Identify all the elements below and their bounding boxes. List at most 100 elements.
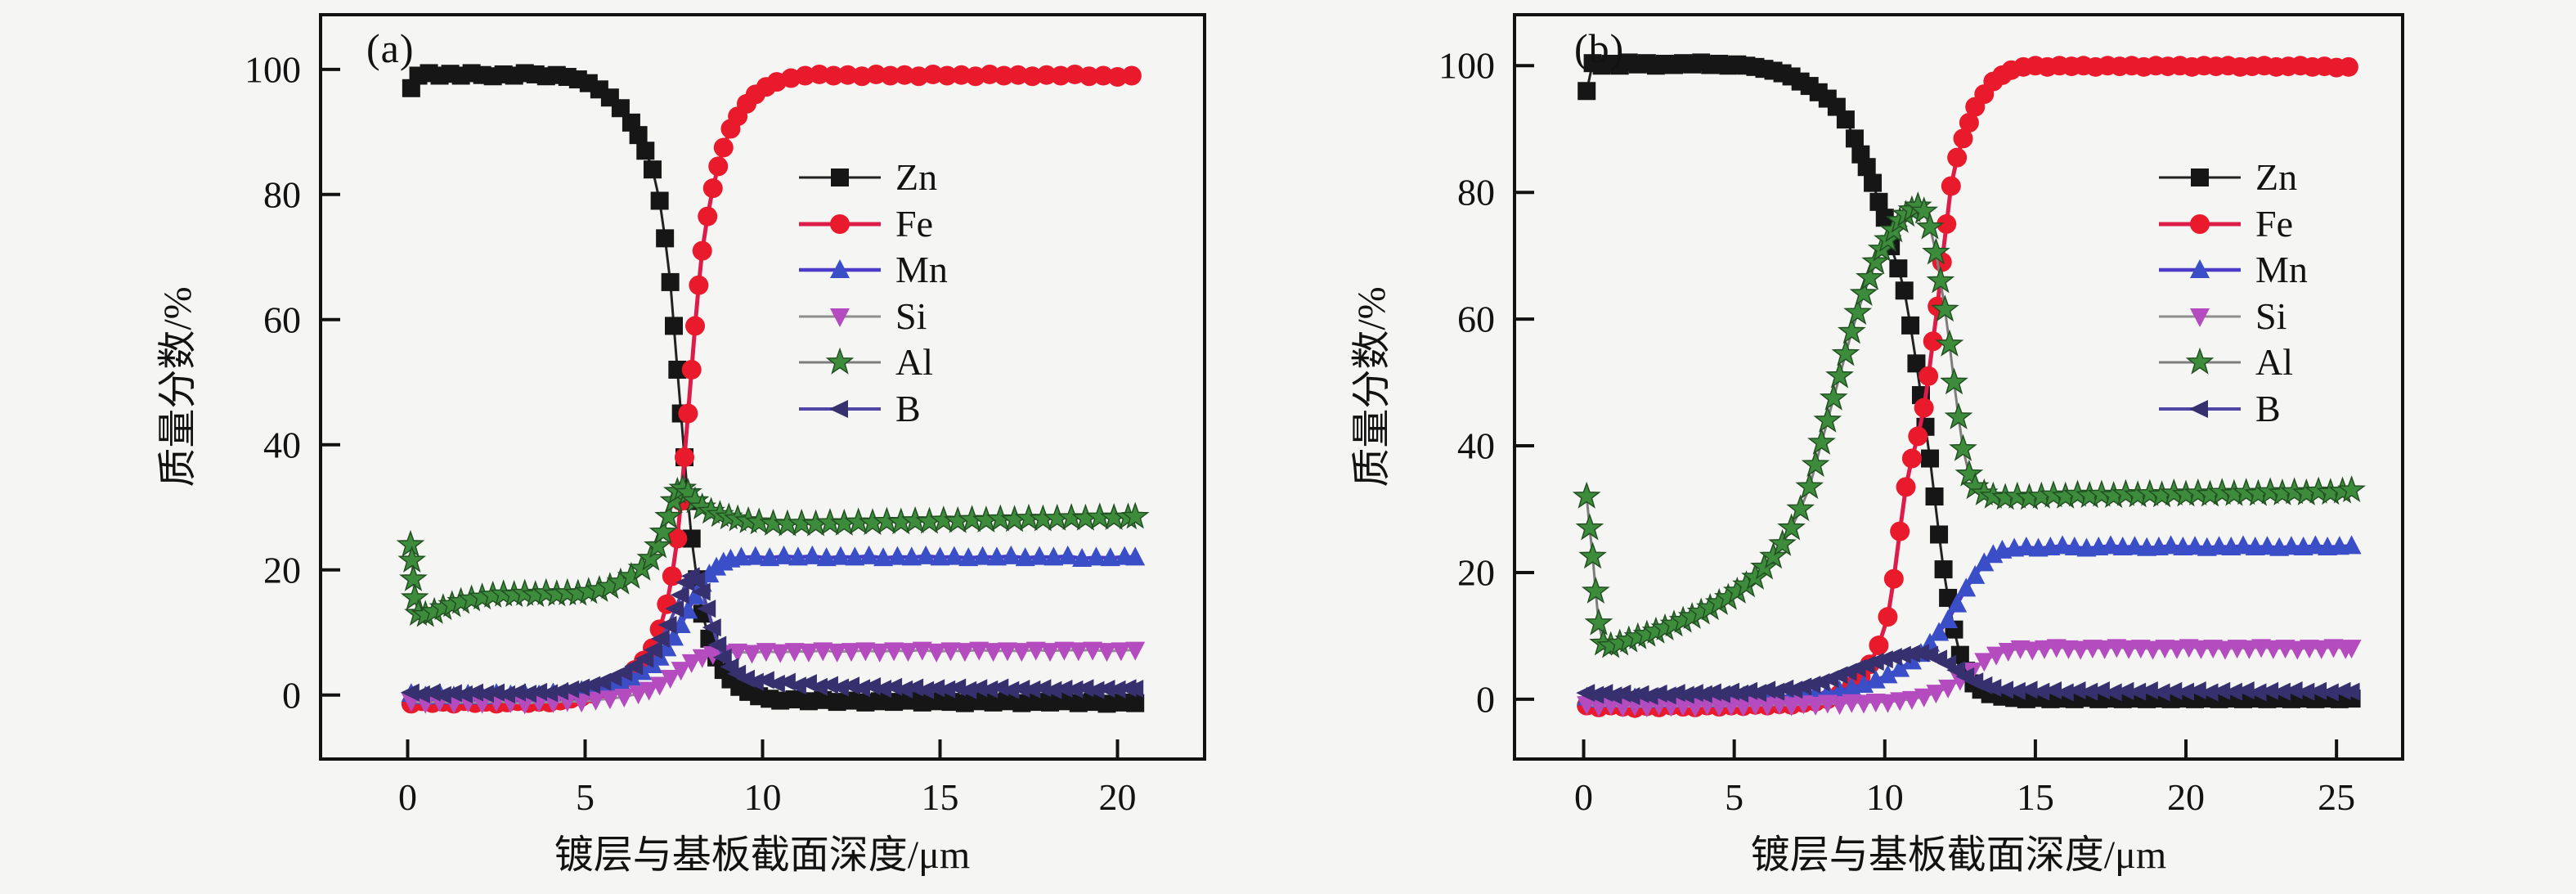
b-marker (851, 679, 871, 698)
mn-marker (1043, 546, 1064, 566)
si-marker (813, 642, 833, 662)
fe-marker (698, 206, 718, 227)
b-marker (507, 683, 527, 702)
b-marker (1043, 681, 1062, 699)
zn-marker (1012, 694, 1031, 712)
si-marker (898, 643, 918, 663)
mn-marker (2257, 536, 2278, 555)
si-marker (798, 643, 819, 663)
mn-marker (816, 547, 837, 567)
si-marker (997, 642, 1017, 662)
si-marker (2143, 640, 2163, 660)
al-marker (1795, 472, 1824, 500)
b-marker (2187, 681, 2206, 700)
si-marker (660, 670, 680, 690)
b-marker (2319, 683, 2339, 702)
b-marker (936, 680, 956, 699)
legend-label: Fe (895, 202, 933, 245)
mn-marker (2209, 536, 2229, 555)
zn-marker (1895, 281, 1914, 300)
legend-label: Al (2255, 341, 2293, 384)
b-marker (2103, 683, 2122, 702)
y-tick-label: 100 (1438, 44, 1495, 87)
si-marker (1890, 692, 1910, 712)
b-marker (2283, 681, 2303, 700)
b-marker (2031, 682, 2050, 701)
b-marker (2067, 681, 2086, 700)
fe-marker (1107, 67, 1128, 88)
mn-marker (1100, 547, 1120, 567)
fe-marker (1908, 426, 1928, 447)
al-marker (1843, 298, 1873, 326)
al-marker (1935, 329, 1964, 357)
zn-marker (656, 229, 675, 248)
mn-marker (1015, 547, 1035, 567)
zn-marker (1857, 158, 1876, 177)
fe-marker (1008, 65, 1028, 85)
b-marker (2054, 683, 2074, 702)
x-axis-label-b: 镀层与基板截面深度/μm (1750, 833, 2167, 877)
zn-marker (870, 692, 889, 711)
b-marker (1720, 682, 1739, 701)
b-marker (2175, 682, 2195, 701)
b-marker (411, 685, 430, 703)
si-marker (2119, 640, 2139, 659)
zn-marker (1845, 129, 1864, 148)
si-marker (681, 654, 702, 673)
mn-marker (731, 546, 752, 566)
fe-marker (1941, 176, 1961, 196)
b-marker (2340, 682, 2360, 701)
b-marker (496, 685, 516, 703)
si-marker (1083, 641, 1103, 661)
si-marker (472, 694, 492, 714)
zn-marker (1889, 259, 1908, 278)
b-marker (968, 679, 988, 698)
si-marker (1926, 685, 1946, 704)
si-marker (1012, 643, 1032, 663)
mn-marker (1057, 545, 1078, 564)
si-marker (1636, 699, 1657, 718)
b-marker (432, 685, 451, 704)
zn-marker (650, 191, 669, 210)
al-marker (1849, 278, 1878, 306)
al-marker (1575, 513, 1604, 541)
b-marker (1757, 681, 1776, 699)
b-marker (1064, 680, 1084, 699)
fe-marker (980, 64, 1000, 84)
mn-marker (802, 545, 823, 564)
si-marker (2191, 640, 2211, 659)
y-tick-label: 100 (245, 48, 301, 91)
zn-marker (955, 694, 974, 712)
b-marker (1684, 684, 1703, 703)
si-marker (1757, 697, 1778, 717)
b-marker (528, 682, 548, 701)
al-marker (1819, 383, 1848, 411)
al-marker (2337, 475, 2366, 503)
b-marker (697, 600, 716, 618)
mn-marker (930, 546, 950, 566)
si-marker (954, 643, 975, 663)
b-marker (819, 676, 838, 694)
si-marker (969, 641, 990, 661)
si-legend-marker-icon (2159, 308, 2241, 327)
b-marker (1630, 685, 1649, 703)
b-marker (2138, 681, 2158, 700)
al-marker (1931, 294, 1959, 322)
si-marker (2341, 640, 2362, 659)
fe-marker (685, 316, 706, 336)
si-marker (1733, 698, 1753, 717)
legend-item-fe: Fe (2157, 201, 2293, 247)
b-marker (894, 680, 913, 699)
fe-marker (1036, 65, 1057, 85)
mn-marker (986, 546, 1007, 566)
zn-marker (771, 691, 790, 710)
si-marker (614, 688, 635, 708)
b-marker (1106, 680, 1126, 699)
fe-marker (702, 178, 723, 199)
fe-marker (951, 65, 972, 85)
fe-marker (1901, 448, 1922, 469)
si-marker (869, 643, 890, 663)
b-marker (958, 681, 977, 699)
fe-marker (1022, 66, 1043, 87)
